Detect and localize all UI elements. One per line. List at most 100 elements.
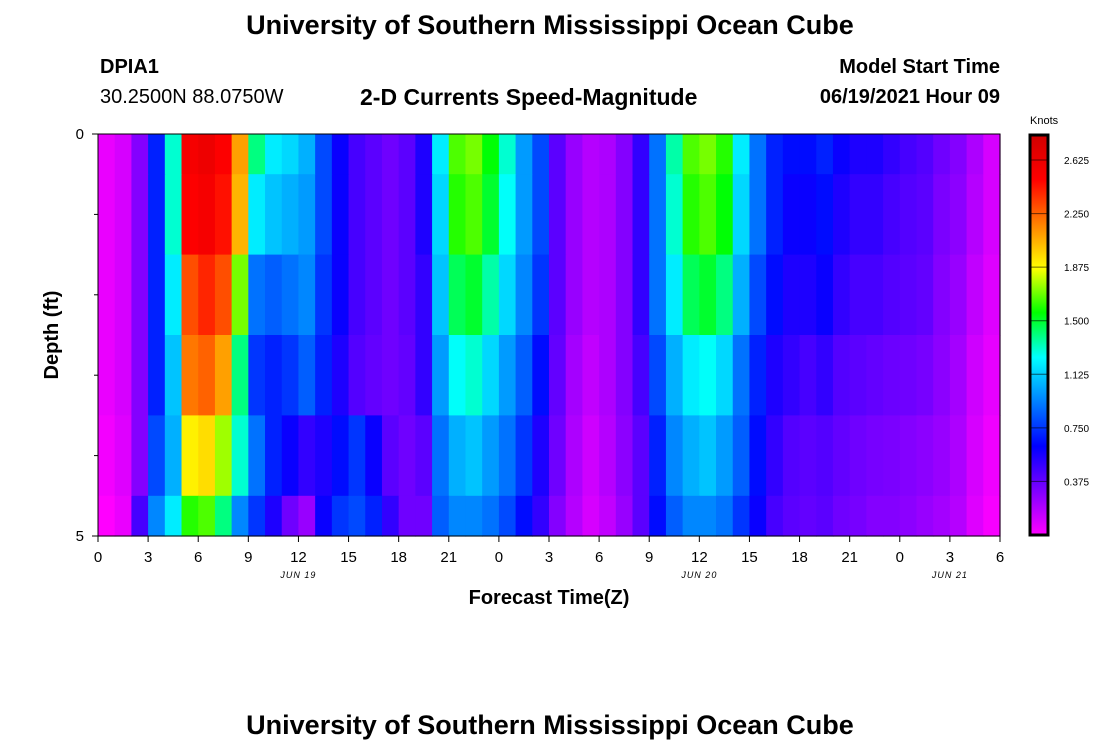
- heatmap-cell: [799, 495, 817, 537]
- heatmap-cell: [899, 134, 918, 175]
- heatmap-cell: [181, 415, 199, 497]
- y-tick-label: 5: [76, 528, 84, 545]
- heatmap-cell: [649, 335, 667, 416]
- heatmap-cell: [315, 134, 333, 175]
- heatmap-cell: [398, 134, 416, 175]
- heatmap-cell: [448, 134, 467, 175]
- heatmap-cell: [632, 254, 650, 336]
- heatmap-cell: [214, 134, 233, 175]
- heatmap-cell: [983, 495, 1001, 537]
- heatmap-cell: [331, 415, 350, 497]
- colorbar-tick-label: 0.750: [1064, 424, 1089, 435]
- heatmap-cell: [465, 254, 483, 336]
- heatmap-cell: [181, 495, 199, 537]
- heatmap-cell: [298, 174, 316, 256]
- heatmap-cell: [665, 174, 684, 256]
- date-label: JUN 19: [279, 570, 316, 580]
- heatmap-cell: [515, 335, 533, 416]
- heatmap-cell: [732, 254, 751, 336]
- heatmap-cell: [699, 134, 717, 175]
- x-tick-label: 12: [290, 549, 307, 566]
- heatmap-cell: [599, 415, 617, 497]
- heatmap-cell: [248, 335, 266, 416]
- heatmap-cell: [164, 335, 183, 416]
- heatmap-cell: [532, 495, 550, 537]
- heatmap-cell: [549, 134, 567, 175]
- heatmap-cells: [98, 134, 1001, 537]
- x-tick-label: 0: [896, 549, 904, 566]
- heatmap-cell: [749, 335, 767, 416]
- heatmap-cell: [883, 174, 901, 256]
- heatmap-cell: [515, 254, 533, 336]
- heatmap-cell: [983, 335, 1001, 416]
- heatmap-cell: [599, 335, 617, 416]
- heatmap-cell: [966, 134, 984, 175]
- heatmap-cell: [866, 134, 884, 175]
- heatmap-cell: [164, 415, 183, 497]
- heatmap-cell: [549, 174, 567, 256]
- heatmap-cell: [331, 335, 350, 416]
- heatmap-cell: [381, 335, 400, 416]
- heatmap-cell: [281, 254, 300, 336]
- heatmap-cell: [114, 415, 132, 497]
- heatmap-cell: [415, 415, 433, 497]
- heatmap-cell: [565, 134, 583, 175]
- heatmap-cell: [966, 415, 984, 497]
- heatmap-cell: [515, 174, 533, 256]
- heatmap-cell: [682, 134, 700, 175]
- heatmap-cell: [732, 335, 751, 416]
- heatmap-cell: [682, 495, 700, 537]
- colorbar-unit: Knots: [1030, 115, 1059, 127]
- heatmap-cell: [231, 415, 249, 497]
- heatmap-cell: [381, 134, 400, 175]
- heatmap-cell: [899, 254, 918, 336]
- heatmap-cell: [381, 174, 400, 256]
- heatmap-cell: [198, 134, 216, 175]
- heatmap-cell: [632, 174, 650, 256]
- heatmap-cell: [916, 174, 934, 256]
- heatmap-cell: [265, 335, 283, 416]
- heatmap-cell: [181, 134, 199, 175]
- heatmap-cell: [732, 495, 751, 537]
- heatmap-cell: [582, 254, 600, 336]
- page-title-bottom: University of Southern Mississippi Ocean…: [246, 710, 854, 740]
- heatmap-cell: [916, 495, 934, 537]
- heatmap-cell: [365, 174, 383, 256]
- heatmap-cell: [599, 495, 617, 537]
- heatmap-cell: [632, 495, 650, 537]
- heatmap-cell: [966, 495, 984, 537]
- heatmap-cell: [131, 254, 149, 336]
- heatmap-cell: [749, 174, 767, 256]
- heatmap-cell: [682, 335, 700, 416]
- heatmap-cell: [498, 134, 517, 175]
- heatmap-cell: [214, 415, 233, 497]
- heatmap-cell: [933, 495, 951, 537]
- heatmap-cell: [532, 134, 550, 175]
- heatmap-cell: [716, 174, 734, 256]
- heatmap-cell: [415, 254, 433, 336]
- page-title-top: University of Southern Mississippi Ocean…: [246, 10, 854, 40]
- colorbar-tick-label: 2.625: [1064, 156, 1089, 167]
- heatmap-cell: [732, 174, 751, 256]
- y-tick-label: 0: [76, 126, 84, 143]
- heatmap-cell: [482, 134, 500, 175]
- heatmap-cell: [281, 495, 300, 537]
- x-tick-label: 21: [440, 549, 457, 566]
- heatmap-cell: [699, 254, 717, 336]
- heatmap-cell: [565, 335, 583, 416]
- heatmap-cell: [933, 415, 951, 497]
- heatmap-cell: [498, 495, 517, 537]
- x-tick-label: 21: [841, 549, 858, 566]
- heatmap-cell: [732, 415, 751, 497]
- heatmap-cell: [866, 495, 884, 537]
- heatmap-cell: [832, 335, 851, 416]
- heatmap-cell: [148, 495, 166, 537]
- heatmap-cell: [799, 174, 817, 256]
- heatmap-cell: [365, 495, 383, 537]
- heatmap-cell: [665, 415, 684, 497]
- heatmap-cell: [231, 174, 249, 256]
- heatmap-cell: [615, 174, 634, 256]
- colorbar-tick-label: 2.250: [1064, 210, 1089, 221]
- heatmap-cell: [983, 254, 1001, 336]
